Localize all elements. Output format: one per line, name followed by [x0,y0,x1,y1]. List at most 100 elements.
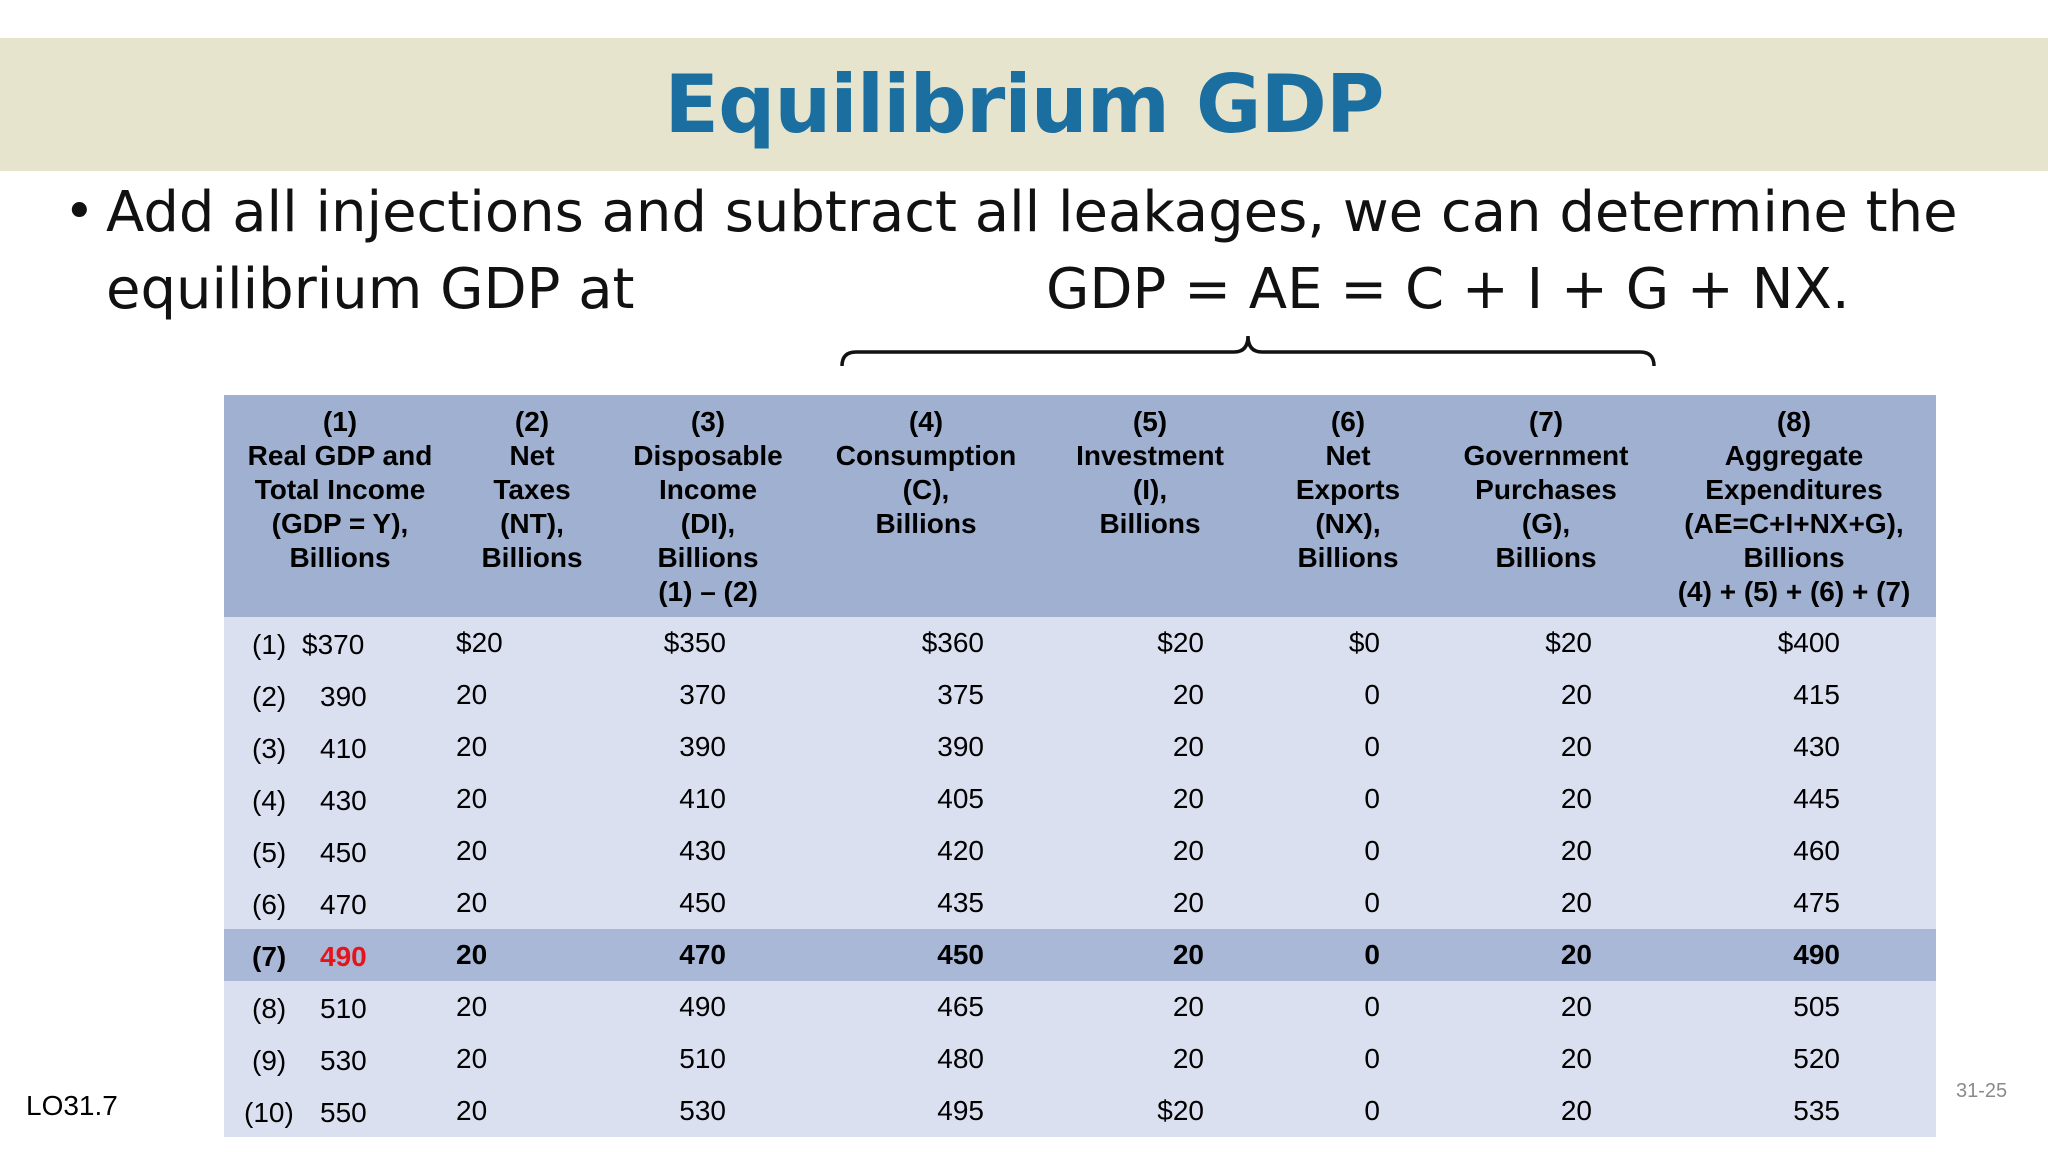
column-header-4: (4) Consumption (C), Billions [808,395,1044,617]
table-cell: 20 [1440,773,1652,825]
column-header-5: (5) Investment (I), Billions [1044,395,1256,617]
column-header-line: (6) [1330,406,1366,437]
column-header-line: (1) [322,406,358,437]
table-cell: 20 [456,1085,608,1137]
bullet-line-2-equation: GDP = AE = C + I + G + NX. [1046,257,1850,322]
table-cell: $400 [1652,617,1936,669]
bullet-line-1: Add all injections and subtract all leak… [106,180,1958,245]
table-cell-gdp: (2) 390 [224,669,456,721]
table-cell: 490 [1652,929,1936,981]
table-cell-gdp: (3) 410 [224,721,456,773]
column-header-line: (AE=C+I+NX+G), [1684,508,1904,539]
column-header-line: Taxes [493,474,571,505]
table-body: (1) $370 $20 $350 $360 $20 $0 $20 $400 (2) 390 20 37… [224,617,1936,1137]
table-cell: 20 [1440,669,1652,721]
table-cell: 20 [456,721,608,773]
gdp-value: 550 [320,1097,367,1128]
column-header-line: Billions [657,542,759,573]
column-header-7: (7) Government Purchases (G), Billions [1440,395,1652,617]
bullet-line-2-start: equilibrium GDP at [106,257,635,322]
equilibrium-gdp-table: (1) Real GDP and Total Income (GDP = Y), Bil… [224,395,1936,1137]
table-cell: 0 [1256,877,1440,929]
gdp-value: $370 [302,629,365,660]
slide-number: 31-25 [1956,1080,2008,1102]
column-header-line: Income [658,474,758,505]
column-header-3: (3) Disposable Income (DI), Billions (1) – (2… [608,395,808,617]
table-cell-gdp: (4) 430 [224,773,456,825]
table-cell: 20 [456,669,608,721]
column-header-line: (4) + (5) + (6) + (7) [1677,576,1911,607]
row-label: (7) [252,941,287,972]
table-cell: 20 [456,981,608,1033]
column-header-line: Government [1463,440,1629,471]
table-cell: $360 [808,617,1044,669]
row-label: (9) [252,1045,287,1076]
column-header-2: (2) Net Taxes (NT), Billions [456,395,608,617]
table-cell: 430 [608,825,808,877]
table-cell: 475 [1652,877,1936,929]
column-header-line: (2) [514,406,550,437]
table-cell-gdp: (8) 510 [224,981,456,1033]
column-header-8: (8) Aggregate Expenditures (AE=C+I+NX+G), Bi… [1652,395,1936,617]
column-header-line: Billions [1297,542,1399,573]
column-header-line: Billions [875,508,977,539]
table-cell: 430 [1652,721,1936,773]
table-cell: 20 [1440,877,1652,929]
column-header-line: Total Income [254,474,426,505]
table-cell: 20 [1044,773,1256,825]
column-header-line: Expenditures [1705,474,1883,505]
table-cell: 470 [608,929,808,981]
column-header-line: Billions [1099,508,1201,539]
table-cell: 20 [1044,825,1256,877]
table-cell-gdp: (1) $370 [224,617,456,669]
row-label: (10) [244,1097,294,1128]
table-cell: 510 [608,1033,808,1085]
column-header-line: Consumption [835,440,1017,471]
table-cell: 20 [1440,825,1652,877]
table-cell: 420 [808,825,1044,877]
table-row: (7) 490 20 470 450 20 0 20 490 [224,929,1936,981]
column-header-line: (GDP = Y), [271,508,409,539]
row-label: (6) [252,889,287,920]
table-cell: 530 [608,1085,808,1137]
row-label: (4) [252,785,287,816]
column-header-line: (NT), [500,508,564,539]
table-cell: $0 [1256,617,1440,669]
table-cell: 20 [1044,877,1256,929]
table-cell: 20 [1044,1033,1256,1085]
column-header-line: Net [509,440,555,471]
table-cell: 0 [1256,773,1440,825]
column-header-line: (4) [908,406,944,437]
table-cell: 410 [608,773,808,825]
table-cell: 20 [1044,721,1256,773]
table-cell: 450 [608,877,808,929]
table-header-row: (1) Real GDP and Total Income (GDP = Y), Bil… [224,395,1936,617]
table-cell: 520 [1652,1033,1936,1085]
table-cell: 0 [1256,981,1440,1033]
table-cell: 390 [608,721,808,773]
column-header-line: (1) – (2) [658,576,758,607]
column-header-line: (C), [902,474,950,505]
table-cell: 490 [608,981,808,1033]
table-cell-gdp: (7) 490 [224,929,456,981]
table-cell: 495 [808,1085,1044,1137]
column-header-line: Billions [481,542,583,573]
gdp-value: 530 [320,1045,367,1076]
table-cell: 0 [1256,1085,1440,1137]
column-header-6: (6) Net Exports (NX), Billions [1256,395,1440,617]
gdp-value: 490 [320,941,367,972]
table-cell: 20 [456,773,608,825]
table-cell: 20 [456,825,608,877]
table-cell: 20 [1440,1033,1652,1085]
column-header-line: (5) [1132,406,1168,437]
table-cell: 375 [808,669,1044,721]
table-cell: 20 [1440,721,1652,773]
table-cell: $20 [1044,617,1256,669]
table-cell: 480 [808,1033,1044,1085]
table-row: (5) 450 20 430 420 20 0 20 460 [224,825,1936,877]
gdp-value: 510 [320,993,367,1024]
column-header-line: Net [1325,440,1371,471]
curly-brace-icon [840,335,1656,367]
slide-title: Equilibrium GDP [664,58,1384,151]
gdp-value: 410 [320,733,367,764]
